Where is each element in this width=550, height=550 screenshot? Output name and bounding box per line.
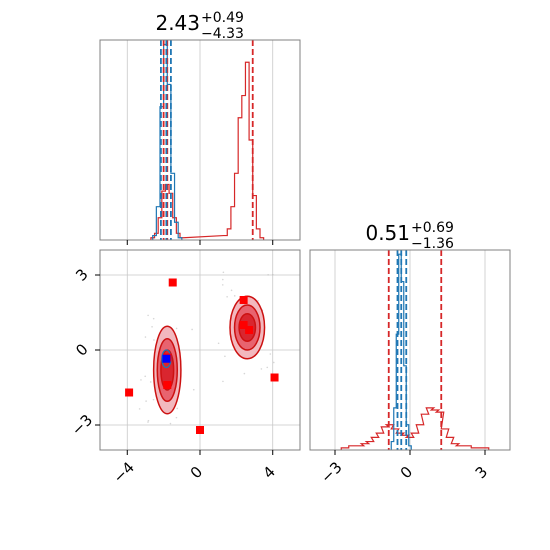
sample-point — [269, 353, 272, 355]
title-marginal-x-value: 2.43 — [155, 11, 200, 35]
sample-point — [175, 327, 178, 330]
sample-point — [145, 400, 147, 402]
grid-joint — [100, 250, 300, 450]
sample-point — [191, 328, 193, 331]
red-marker — [168, 278, 177, 287]
sample-point — [224, 355, 226, 358]
sample-point — [266, 366, 269, 369]
sample-point — [175, 416, 178, 419]
sample-point — [257, 300, 259, 302]
panel-marginal-x: 2.43 +0.49 −4.33 — [99, 10, 301, 245]
sample-point — [147, 421, 149, 423]
sample-point — [243, 372, 246, 375]
sample-point — [152, 398, 155, 401]
sample-point — [221, 284, 224, 286]
grid-marginal-y — [334, 250, 486, 450]
red-marker — [239, 296, 248, 304]
sample-point — [153, 339, 155, 341]
histogram-step — [340, 407, 490, 450]
ticks-marginal-y: −3 0 3 — [317, 450, 491, 487]
sample-point — [272, 273, 274, 276]
markers-joint — [125, 278, 279, 434]
panel-joint: −4 0 4 −3 0 3 — [68, 249, 301, 487]
red-marker — [196, 426, 204, 434]
sample-point — [192, 388, 195, 391]
sample-point — [272, 361, 275, 364]
x-tick-label: 0 — [187, 463, 206, 482]
sample-point — [267, 274, 269, 276]
sample-point — [217, 342, 220, 345]
panel-marginal-y: −3 0 3 0.51 +0.69 −1.36 — [309, 220, 511, 487]
x-ticks-joint: −4 0 4 — [110, 450, 279, 487]
sample-point — [169, 422, 172, 425]
red-marker — [239, 321, 248, 329]
quantile-lines-marginal-y — [387, 250, 443, 450]
x-tick-label: 4 — [259, 463, 278, 482]
sample-point — [147, 419, 150, 422]
sample-point — [144, 336, 147, 338]
sample-point — [149, 381, 152, 383]
sample-point — [233, 295, 236, 297]
sample-point — [222, 278, 224, 281]
grid-marginal-x — [126, 40, 274, 240]
sample-point — [151, 325, 153, 328]
sample-point — [222, 271, 225, 274]
sample-point — [226, 296, 228, 298]
sample-point — [138, 408, 141, 410]
histograms-marginal-y — [340, 253, 490, 450]
red-marker — [125, 388, 134, 397]
x-tick-label: 0 — [397, 463, 416, 482]
sample-point — [260, 368, 263, 370]
title-marginal-y-minus: −1.36 — [411, 236, 454, 252]
x-tick-label: −4 — [110, 458, 138, 486]
red-marker — [245, 326, 254, 334]
title-marginal-y-value: 0.51 — [365, 221, 410, 245]
ticks-marginal-x — [126, 240, 274, 245]
x-tick-label: 3 — [472, 463, 491, 482]
y-tick-label: −3 — [68, 411, 96, 439]
quantile-lines-marginal-x — [160, 40, 254, 240]
title-marginal-y-plus: +0.69 — [411, 220, 454, 236]
title-marginal-x-plus: +0.49 — [201, 10, 244, 26]
red-marker — [270, 373, 279, 382]
blue-marker — [162, 354, 171, 363]
y-tick-label: 3 — [72, 265, 91, 284]
title-marginal-x-minus: −4.33 — [201, 26, 244, 42]
sample-point — [176, 407, 179, 410]
y-tick-label: 0 — [72, 340, 91, 359]
red-marker — [163, 381, 172, 389]
sample-point — [152, 317, 155, 320]
sample-point — [140, 379, 142, 381]
sample-point — [222, 380, 224, 383]
histogram-step — [152, 43, 183, 240]
y-ticks-joint: −3 0 3 — [68, 265, 100, 439]
sample-point — [147, 314, 149, 317]
sample-point — [144, 375, 147, 378]
sample-point — [230, 289, 233, 292]
x-tick-label: −3 — [317, 458, 345, 486]
histogram-step — [390, 253, 412, 450]
